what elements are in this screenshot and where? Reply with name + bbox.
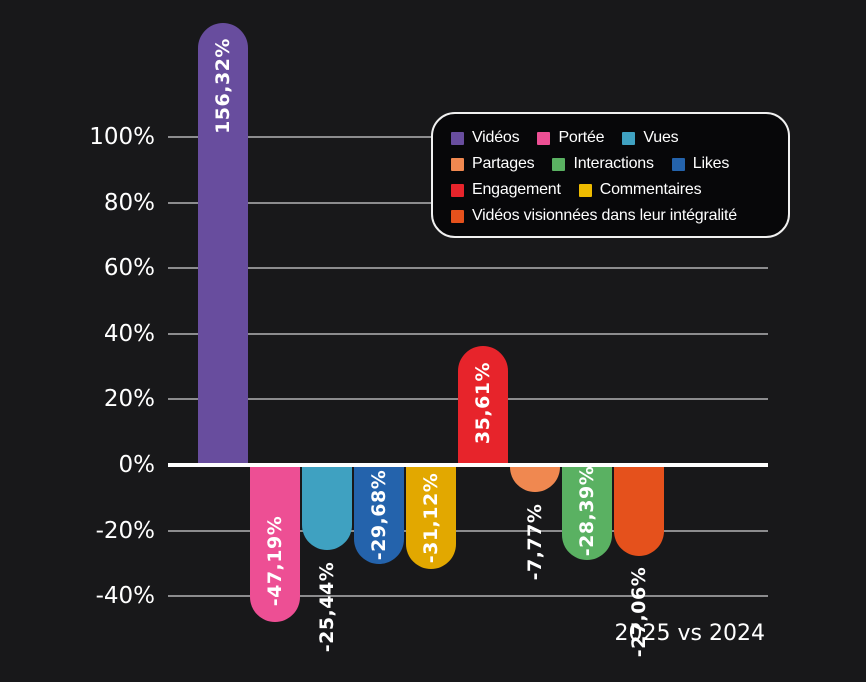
legend-label: Likes	[692, 155, 730, 172]
legend-item: Commentaires	[578, 181, 702, 199]
bar-value-label: -31,12%	[420, 472, 442, 564]
bar-value-label: -7,77%	[524, 503, 546, 581]
bar	[354, 467, 404, 564]
legend-item: Partages	[451, 155, 535, 173]
legend-row: Vidéos visionnées dans leur intégralité	[451, 203, 782, 229]
legend-swatch	[622, 131, 636, 145]
legend-swatch	[552, 157, 566, 171]
caption: 2025 vs 2024	[614, 621, 765, 646]
legend: Vidéos Portée Vues Partages Interactions Like…	[431, 112, 790, 238]
legend-label: Engagement	[472, 181, 561, 198]
gridline	[168, 267, 768, 269]
legend-label: Vidéos visionnées dans leur intégralité	[472, 207, 737, 224]
y-tick-label: 40%	[103, 321, 155, 347]
gridline	[168, 333, 768, 335]
legend-item: Interactions	[552, 155, 654, 173]
bar	[458, 346, 508, 463]
bar-value-label: -29,68%	[368, 469, 390, 561]
bar-value-label: -25,44%	[316, 561, 338, 653]
bar-value-label: 156,32%	[212, 38, 234, 134]
bar	[562, 467, 612, 560]
bar	[250, 467, 300, 622]
legend-swatch	[671, 157, 685, 171]
bar-value-label: -28,39%	[576, 465, 598, 557]
legend-swatch	[451, 183, 464, 197]
y-tick-label: -40%	[95, 583, 155, 609]
bar	[614, 467, 664, 556]
y-tick-label: -20%	[95, 518, 155, 544]
gridline	[168, 595, 768, 597]
legend-item: Vidéos	[451, 129, 520, 147]
bar	[406, 467, 456, 569]
legend-label: Interactions	[573, 155, 654, 172]
legend-item: Likes	[671, 155, 730, 173]
y-tick-label: 0%	[118, 452, 156, 478]
zero-baseline	[168, 463, 768, 467]
legend-swatch	[451, 209, 464, 223]
legend-label: Partages	[472, 155, 535, 172]
bar	[510, 467, 560, 492]
legend-swatch	[537, 131, 551, 145]
legend-swatch	[451, 157, 464, 171]
legend-item: Engagement	[451, 181, 561, 199]
y-tick-label: 60%	[103, 255, 155, 281]
legend-row: Engagement Commentaires	[451, 177, 782, 203]
legend-item: Vidéos visionnées dans leur intégralité	[451, 207, 737, 225]
legend-item: Portée	[537, 129, 605, 147]
legend-label: Vues	[643, 129, 679, 146]
legend-label: Commentaires	[599, 181, 702, 198]
legend-swatch	[578, 183, 592, 197]
bar	[198, 23, 248, 463]
legend-label: Vidéos	[472, 129, 520, 146]
y-tick-label: 20%	[103, 386, 155, 412]
bar	[302, 467, 352, 550]
legend-item: Vues	[622, 129, 679, 147]
y-tick-label: 100%	[89, 124, 155, 150]
gridline	[168, 530, 768, 532]
bar-value-label: -27,06%	[628, 566, 650, 658]
legend-swatch	[451, 131, 464, 145]
bar-value-label: -47,19%	[264, 515, 286, 607]
legend-label: Portée	[558, 129, 605, 146]
legend-row: Partages Interactions Likes	[451, 151, 782, 177]
y-tick-label: 80%	[103, 190, 155, 216]
bar-value-label: 35,61%	[472, 361, 494, 445]
legend-row: Vidéos Portée Vues	[451, 125, 782, 151]
